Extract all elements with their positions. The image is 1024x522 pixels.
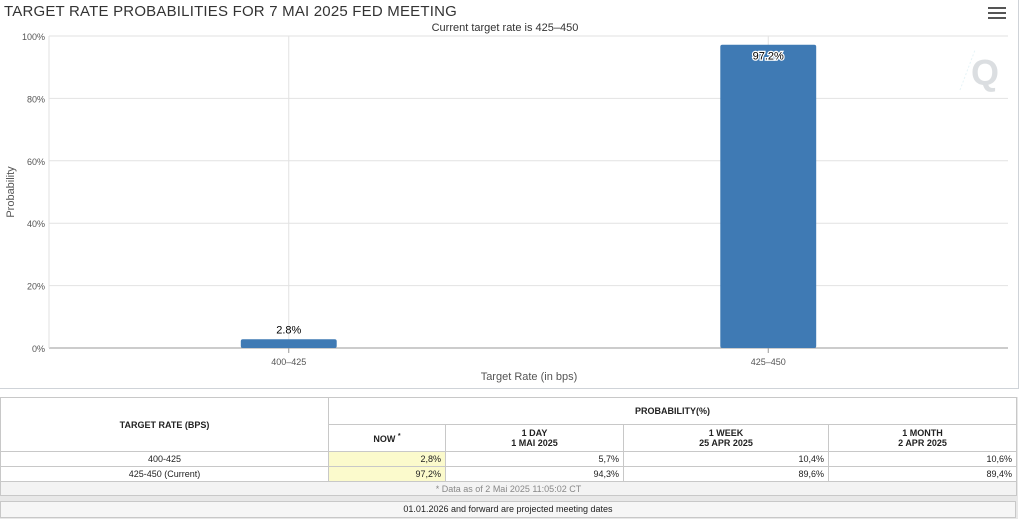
header-now-mark: * xyxy=(397,432,401,440)
watermark-logo: Q xyxy=(959,49,999,93)
row-rate: 400-425 xyxy=(0,451,329,467)
header-probability: PROBABILITY(%) xyxy=(328,397,1017,425)
y-tick-label: 60% xyxy=(27,157,45,167)
y-tick-label: 80% xyxy=(27,94,45,104)
svg-text:Q: Q xyxy=(971,52,999,93)
bar[interactable] xyxy=(240,339,337,348)
header-now-label: NOW xyxy=(373,433,396,444)
x-tick-label: 400–425 xyxy=(271,357,306,367)
data-timestamp-note: * Data as of 2 Mai 2025 11:05:02 CT xyxy=(0,481,1017,496)
row-1-day: 94,3% xyxy=(445,466,624,482)
chart-panel: TARGET RATE PROBABILITIES FOR 7 MAI 2025… xyxy=(0,0,1019,389)
bar-data-label: 2.8% xyxy=(276,324,301,336)
header-1-week-line2: 25 APR 2025 xyxy=(699,438,753,448)
bar-chart: Current target rate is 425–450 0% 20% 40% 6… xyxy=(5,22,1008,383)
y-axis-label: Probability xyxy=(5,166,17,218)
header-1-day: 1 DAY 1 MAI 2025 xyxy=(445,424,624,452)
projected-dates-footer: 01.01.2026 and forward are projected mee… xyxy=(0,501,1016,518)
header-1-week: 1 WEEK 25 APR 2025 xyxy=(623,424,829,452)
x-tick-label: 425–450 xyxy=(751,357,786,367)
bars: 2.8% 97.2% xyxy=(240,44,817,349)
grid-lines xyxy=(48,35,1008,349)
header-1-month: 1 MONTH 2 APR 2025 xyxy=(828,424,1017,452)
y-tick-label: 0% xyxy=(32,344,45,354)
hamburger-menu-icon[interactable] xyxy=(986,4,1008,22)
y-tick-label: 40% xyxy=(27,219,45,229)
row-now: 2,8% xyxy=(328,451,446,467)
header-1-day-line2: 1 MAI 2025 xyxy=(511,438,558,448)
x-axis-ticks: 400–425 425–450 xyxy=(271,348,786,367)
bar-data-label: 97.2% xyxy=(753,51,784,63)
header-1-day-line1: 1 DAY xyxy=(521,428,548,438)
x-axis-label: Target Rate (in bps) xyxy=(481,371,578,383)
chart-title: TARGET RATE PROBABILITIES FOR 7 MAI 2025… xyxy=(4,3,457,20)
table-row: 400-425 2,8% 5,7% 10,4% 10,6% xyxy=(0,451,1017,467)
table-row: 425-450 (Current) 97,2% 94,3% 89,6% 89,4… xyxy=(0,466,1017,482)
y-axis-ticks: 0% 20% 40% 60% 80% 100% xyxy=(22,32,45,354)
row-1-day: 5,7% xyxy=(445,451,624,467)
header-now: NOW * xyxy=(328,424,446,452)
row-1-month: 10,6% xyxy=(828,451,1017,467)
y-tick-label: 20% xyxy=(27,282,45,292)
y-tick-label: 100% xyxy=(22,32,45,42)
row-1-week: 89,6% xyxy=(623,466,829,482)
header-1-month-line2: 2 APR 2025 xyxy=(898,438,947,448)
row-1-month: 89,4% xyxy=(828,466,1017,482)
row-1-week: 10,4% xyxy=(623,451,829,467)
header-1-month-line1: 1 MONTH xyxy=(902,428,943,438)
row-rate: 425-450 (Current) xyxy=(0,466,329,482)
probability-table: TARGET RATE (BPS) PROBABILITY(%) NOW * 1… xyxy=(0,397,1017,496)
header-1-week-line1: 1 WEEK xyxy=(708,428,744,438)
chart-subtitle: Current target rate is 425–450 xyxy=(432,22,579,34)
bar[interactable] xyxy=(720,44,817,349)
header-target-rate: TARGET RATE (BPS) xyxy=(0,397,329,452)
row-now: 97,2% xyxy=(328,466,446,482)
probability-table-section: TARGET RATE (BPS) PROBABILITY(%) NOW * 1… xyxy=(0,397,1018,519)
